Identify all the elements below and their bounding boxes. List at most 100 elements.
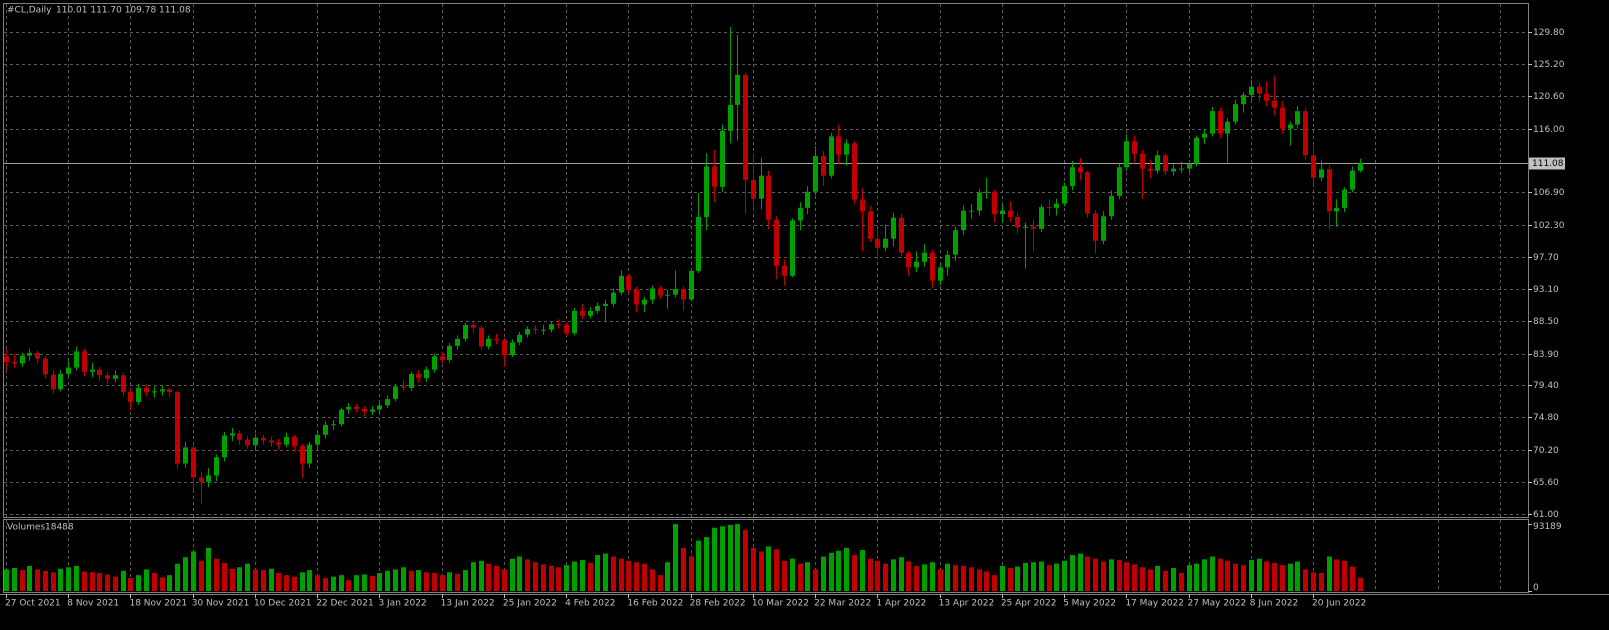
candle-body xyxy=(339,409,344,425)
candle-body xyxy=(440,356,445,360)
volume-bar xyxy=(1015,566,1020,591)
volume-bar xyxy=(720,526,725,591)
candle-body xyxy=(533,329,538,331)
volume-bar xyxy=(1008,567,1013,591)
volume-bar xyxy=(1000,565,1005,591)
candle-body xyxy=(1319,169,1324,178)
candle-body xyxy=(1078,167,1083,173)
volume-bar xyxy=(502,569,507,591)
volume-bar xyxy=(245,563,250,591)
volume-bar xyxy=(984,571,989,591)
volume-bar xyxy=(440,575,445,591)
volume-bar xyxy=(1334,559,1339,591)
last-price-box xyxy=(1529,157,1565,170)
volume-bar xyxy=(1109,559,1114,591)
volume-bar xyxy=(424,572,429,591)
volume-bar xyxy=(1210,556,1215,591)
candle-body xyxy=(82,351,87,372)
candle-body xyxy=(953,230,958,255)
candle-body xyxy=(463,324,468,339)
candle-body xyxy=(595,305,600,311)
volume-bar xyxy=(214,558,219,591)
candle-body xyxy=(113,375,118,379)
marks-layer xyxy=(4,27,1363,591)
candle-body xyxy=(510,342,515,355)
volume-bar xyxy=(331,576,336,591)
y-tick-label: 79.40 xyxy=(1533,381,1559,391)
y-tick-label: 70.20 xyxy=(1533,446,1559,456)
volume-bar xyxy=(603,553,608,591)
candle-body xyxy=(121,375,126,393)
volume-bar xyxy=(1179,573,1184,591)
candle-body xyxy=(556,324,561,326)
candle-body xyxy=(12,361,17,364)
candle-body xyxy=(1171,168,1176,172)
x-tick-label: 8 Jun 2022 xyxy=(1250,599,1298,609)
volume-bar xyxy=(914,565,919,591)
volume-bar xyxy=(1249,560,1254,591)
candle-body xyxy=(35,352,40,359)
candle-body xyxy=(128,392,133,402)
x-tick-label: 10 Dec 2021 xyxy=(254,599,312,609)
candle-body xyxy=(852,143,857,200)
volume-bar xyxy=(1101,561,1106,591)
volume-bar xyxy=(953,565,958,591)
candle-body xyxy=(619,275,624,293)
candle-body xyxy=(20,355,25,364)
volume-bar xyxy=(813,569,818,591)
volume-bar xyxy=(696,540,701,591)
y-tick-label: 93189 xyxy=(1533,522,1562,532)
header-values: 110.01 111.70 109.78 111.08 xyxy=(56,6,191,16)
candle-body xyxy=(525,329,530,335)
volume-bar xyxy=(588,562,593,591)
candle-body xyxy=(237,433,242,440)
candle-body xyxy=(821,156,826,176)
volume-bar xyxy=(650,569,655,591)
x-tick-label: 20 Jun 2022 xyxy=(1312,599,1366,609)
candle-body xyxy=(222,435,227,458)
volume-bar xyxy=(494,565,499,591)
volume-bar xyxy=(1023,562,1028,591)
volume-bar xyxy=(66,567,71,591)
volume-bar xyxy=(90,572,95,591)
volume-bar xyxy=(1288,563,1293,591)
volume-bar xyxy=(1093,558,1098,591)
candle-body xyxy=(689,270,694,300)
x-tick-label: 17 May 2022 xyxy=(1125,599,1184,609)
volume-bar xyxy=(580,560,585,591)
volume-bar xyxy=(1272,562,1277,591)
candle-body xyxy=(1031,226,1036,229)
candle-body xyxy=(891,217,896,239)
candle-body xyxy=(90,369,95,372)
candle-body xyxy=(977,192,982,211)
candle-body xyxy=(798,207,803,221)
volume-bar xyxy=(805,562,810,591)
volume-bar xyxy=(51,572,56,591)
candle-body xyxy=(634,289,639,305)
volume-bar xyxy=(261,570,266,591)
grid-layer xyxy=(4,4,1532,598)
y-tick-label: 125.20 xyxy=(1533,60,1565,70)
volume-bar xyxy=(1163,570,1168,591)
candle-body xyxy=(471,324,476,328)
volume-bar xyxy=(611,556,616,591)
candle-body xyxy=(66,367,71,374)
volume-bar xyxy=(206,547,211,591)
x-tick-label: 28 Feb 2022 xyxy=(690,599,746,609)
volume-last-value: 18488 xyxy=(45,523,74,533)
candle-body xyxy=(1062,186,1067,204)
candle-body xyxy=(696,216,701,271)
y-tick-label: 83.90 xyxy=(1533,350,1559,360)
volume-bar xyxy=(961,565,966,591)
candle-body xyxy=(969,210,974,212)
candle-body xyxy=(1218,111,1223,134)
volume-bar xyxy=(183,557,188,591)
volume-bar xyxy=(766,546,771,591)
candle-body xyxy=(650,288,655,300)
volume-bar xyxy=(844,547,849,591)
candle-body xyxy=(1202,133,1207,138)
candle-body xyxy=(269,440,274,443)
candle-body xyxy=(1070,167,1075,187)
volume-bar xyxy=(891,559,896,591)
